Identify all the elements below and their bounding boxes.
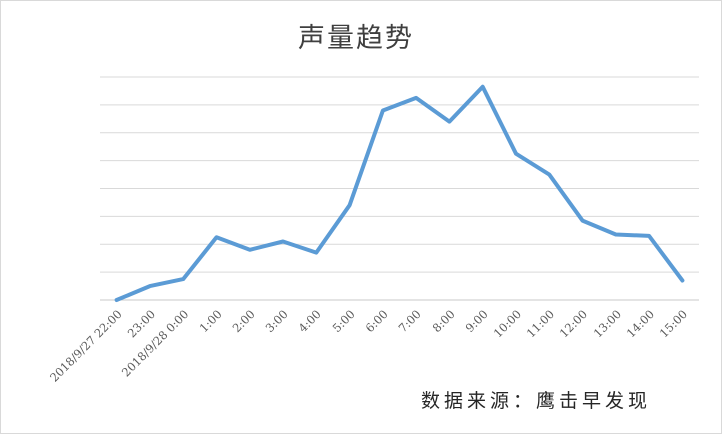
trend-line [114,84,685,302]
chart-title: 声量趋势 [298,23,414,54]
source-note: 数据来源：鹰击早发现 [420,390,651,412]
